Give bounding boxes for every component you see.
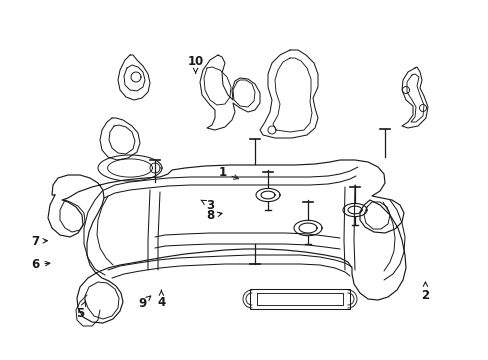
Text: 2: 2 [421, 282, 428, 302]
Text: 4: 4 [157, 290, 165, 309]
Text: 7: 7 [31, 235, 47, 248]
Text: 5: 5 [77, 301, 85, 320]
Text: 3: 3 [201, 199, 214, 212]
Text: 9: 9 [139, 296, 150, 310]
Text: 10: 10 [187, 55, 203, 73]
Text: 6: 6 [31, 258, 50, 271]
Text: 1: 1 [218, 166, 238, 179]
Text: 8: 8 [206, 210, 222, 222]
